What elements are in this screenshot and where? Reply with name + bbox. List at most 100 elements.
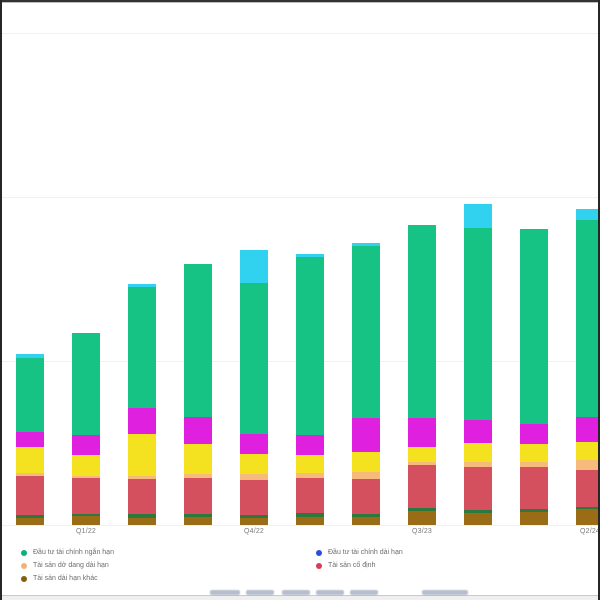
bar-segment-red-fixed-assets[interactable]: [296, 478, 324, 513]
bar-segment-red-fixed-assets[interactable]: [352, 479, 380, 514]
bar-segment-cyan-unlabeled[interactable]: [240, 250, 268, 283]
bar-segment-magenta-unlabeled[interactable]: [520, 424, 548, 444]
bar-segment-magenta-unlabeled[interactable]: [464, 420, 492, 443]
legend-item-long-term-financial-investment[interactable]: Đầu tư tài chính dài hạn: [316, 546, 403, 559]
bar-segment-green-shortterm-financial-investment[interactable]: [16, 358, 44, 432]
bar-segment-dark-green-unlabeled[interactable]: [352, 514, 380, 517]
bar-segment-magenta-unlabeled[interactable]: [240, 434, 268, 454]
bar-segment-yellow-unlabeled[interactable]: [128, 434, 156, 476]
bar-segment-yellow-unlabeled[interactable]: [240, 454, 268, 474]
legend-left-column: Đầu tư tài chính ngắn hạn Tài sản dở dan…: [21, 546, 114, 585]
bar-segment-orange-construction-in-progress[interactable]: [184, 474, 212, 478]
bar-segment-orange-construction-in-progress[interactable]: [520, 462, 548, 467]
bar-segment-cyan-unlabeled[interactable]: [296, 254, 324, 257]
bar-segment-red-fixed-assets[interactable]: [128, 479, 156, 514]
legend-item-fixed-assets[interactable]: Tài sản cố định: [316, 559, 403, 572]
bar-segment-magenta-unlabeled[interactable]: [352, 418, 380, 452]
bar-segment-orange-construction-in-progress[interactable]: [408, 462, 436, 465]
bar-segment-brown-other-longterm-assets[interactable]: [576, 509, 600, 525]
x-tick-label: Q1/22: [75, 528, 97, 535]
bar-segment-red-fixed-assets[interactable]: [72, 478, 100, 514]
bar-segment-yellow-unlabeled[interactable]: [72, 455, 100, 476]
bar-segment-cyan-unlabeled[interactable]: [352, 243, 380, 246]
bar-segment-dark-green-unlabeled[interactable]: [576, 507, 600, 509]
bar-segment-green-shortterm-financial-investment[interactable]: [72, 333, 100, 435]
bar-segment-brown-other-longterm-assets[interactable]: [72, 516, 100, 525]
bar-segment-green-shortterm-financial-investment[interactable]: [240, 283, 268, 434]
bar-segment-red-fixed-assets[interactable]: [408, 465, 436, 508]
bar-segment-yellow-unlabeled[interactable]: [464, 443, 492, 462]
legend-label: Tài sản cố định: [328, 562, 376, 569]
bar-segment-orange-construction-in-progress[interactable]: [296, 473, 324, 478]
bar-segment-magenta-unlabeled[interactable]: [16, 432, 44, 447]
bar-segment-red-fixed-assets[interactable]: [184, 478, 212, 514]
bar-segment-magenta-unlabeled[interactable]: [72, 435, 100, 455]
bar-segment-green-shortterm-financial-investment[interactable]: [184, 264, 212, 417]
bar-segment-brown-other-longterm-assets[interactable]: [352, 517, 380, 525]
bar-segment-dark-green-unlabeled[interactable]: [464, 510, 492, 513]
cutoff-text-fragment: [316, 590, 344, 595]
bar-segment-red-fixed-assets[interactable]: [520, 467, 548, 509]
bar-segment-brown-other-longterm-assets[interactable]: [296, 517, 324, 525]
bar-segment-cyan-unlabeled[interactable]: [576, 209, 600, 220]
legend-item-other-long-term-assets[interactable]: Tài sản dài hạn khác: [21, 572, 114, 585]
bar-segment-red-fixed-assets[interactable]: [240, 480, 268, 515]
section-divider: [0, 595, 600, 596]
legend-label: Đầu tư tài chính dài hạn: [328, 549, 403, 556]
bar-segment-brown-other-longterm-assets[interactable]: [128, 517, 156, 525]
bar-segment-orange-construction-in-progress[interactable]: [72, 476, 100, 478]
bar-segment-cyan-unlabeled[interactable]: [16, 354, 44, 358]
bar-segment-cyan-unlabeled[interactable]: [464, 204, 492, 228]
bar-segment-dark-green-unlabeled[interactable]: [16, 515, 44, 518]
bar-segment-brown-other-longterm-assets[interactable]: [240, 518, 268, 525]
bar-segment-brown-other-longterm-assets[interactable]: [184, 517, 212, 525]
bar-segment-red-fixed-assets[interactable]: [576, 470, 600, 507]
bar-segment-dark-green-unlabeled[interactable]: [520, 509, 548, 512]
bar-segment-green-shortterm-financial-investment[interactable]: [576, 220, 600, 417]
bar-segment-dark-green-unlabeled[interactable]: [128, 514, 156, 518]
bar-segment-red-fixed-assets[interactable]: [16, 476, 44, 515]
bar-segment-brown-other-longterm-assets[interactable]: [520, 512, 548, 525]
bar-segment-yellow-unlabeled[interactable]: [184, 444, 212, 474]
bar-segment-yellow-unlabeled[interactable]: [520, 444, 548, 462]
bar-segment-orange-construction-in-progress[interactable]: [576, 460, 600, 470]
legend-dot-red: [316, 562, 322, 569]
bar-segment-magenta-unlabeled[interactable]: [128, 408, 156, 434]
bar-segment-green-shortterm-financial-investment[interactable]: [464, 228, 492, 420]
bar-segment-green-shortterm-financial-investment[interactable]: [408, 225, 436, 418]
legend-item-short-term-financial-investment[interactable]: Đầu tư tài chính ngắn hạn: [21, 546, 114, 559]
bar-segment-yellow-unlabeled[interactable]: [576, 442, 600, 460]
bar-segment-orange-construction-in-progress[interactable]: [16, 473, 44, 476]
bar-segment-dark-green-unlabeled[interactable]: [184, 514, 212, 517]
bar-segment-brown-other-longterm-assets[interactable]: [16, 518, 44, 525]
bar-segment-green-shortterm-financial-investment[interactable]: [352, 246, 380, 418]
bar-segment-brown-other-longterm-assets[interactable]: [408, 511, 436, 525]
legend-item-construction-in-progress[interactable]: Tài sản dở dang dài hạn: [21, 559, 114, 572]
bar-segment-dark-green-unlabeled[interactable]: [240, 515, 268, 518]
bar-segment-green-shortterm-financial-investment[interactable]: [128, 287, 156, 408]
bar-segment-orange-construction-in-progress[interactable]: [352, 472, 380, 479]
bar-segment-magenta-unlabeled[interactable]: [576, 417, 600, 442]
bar-segment-green-shortterm-financial-investment[interactable]: [520, 229, 548, 424]
bar-segment-magenta-unlabeled[interactable]: [408, 418, 436, 447]
bar-segment-brown-other-longterm-assets[interactable]: [464, 513, 492, 525]
gridline: [0, 197, 600, 198]
bar-segment-yellow-unlabeled[interactable]: [16, 447, 44, 473]
bar-segment-magenta-unlabeled[interactable]: [184, 417, 212, 444]
bar-segment-orange-construction-in-progress[interactable]: [128, 476, 156, 479]
bar-segment-dark-green-unlabeled[interactable]: [296, 513, 324, 517]
bar-segment-dark-green-unlabeled[interactable]: [72, 513, 100, 516]
bar-segment-yellow-unlabeled[interactable]: [296, 455, 324, 473]
bar-segment-orange-construction-in-progress[interactable]: [240, 474, 268, 480]
bar-segment-green-shortterm-financial-investment[interactable]: [296, 257, 324, 435]
bar-segment-cyan-unlabeled[interactable]: [128, 284, 156, 287]
bar-segment-yellow-unlabeled[interactable]: [352, 452, 380, 472]
bar-segment-magenta-unlabeled[interactable]: [296, 435, 324, 455]
bar-segment-yellow-unlabeled[interactable]: [408, 447, 436, 462]
bar-segment-red-fixed-assets[interactable]: [464, 467, 492, 510]
legend-label: Đầu tư tài chính ngắn hạn: [33, 549, 114, 556]
gridline: [0, 525, 600, 526]
window-top-border-soft: [0, 2, 600, 3]
bar-segment-orange-construction-in-progress[interactable]: [464, 462, 492, 467]
bar-segment-dark-green-unlabeled[interactable]: [408, 508, 436, 511]
